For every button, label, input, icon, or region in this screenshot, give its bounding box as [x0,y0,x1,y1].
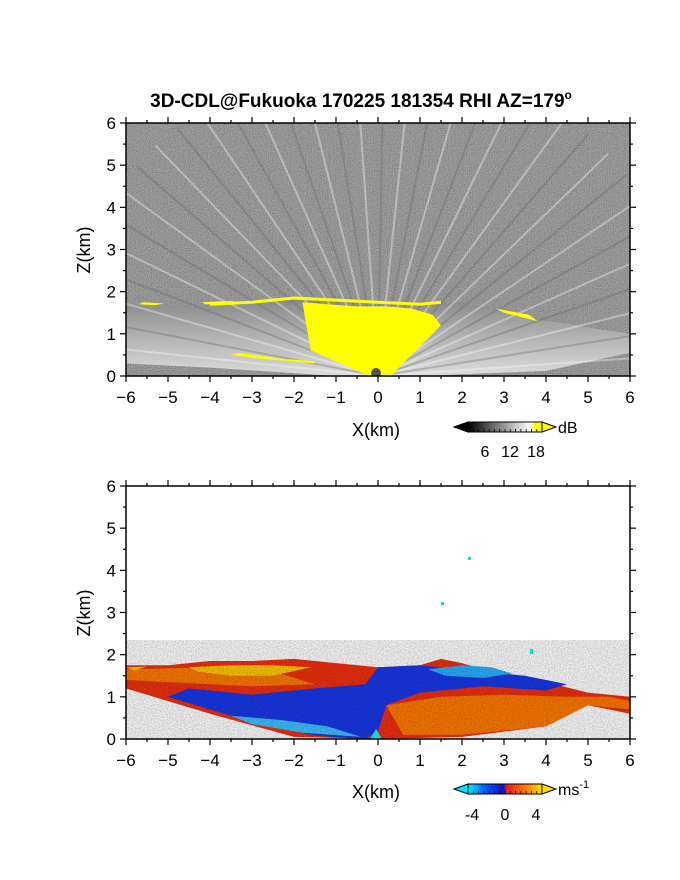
isolated-echo-3 [530,649,533,654]
x-tick-label: 4 [541,751,550,770]
x-tick-label: −5 [158,751,177,770]
x-tick-label: 3 [499,751,508,770]
x-axis-label: X(km) [352,782,400,802]
isolated-echo-2 [441,602,444,605]
x-tick-label: −2 [284,751,303,770]
echo-ray [377,335,630,376]
x-axis-ticks: −6 −5 −4 −3 −2 −1 0 1 2 3 4 5 6 [116,480,635,770]
colorbar-right-arrow [541,783,558,795]
lidar-site-marker [370,729,382,739]
x-tick-label: −1 [326,751,345,770]
colorbar-left-arrow [452,421,469,433]
reflectivity-colorbar: dB 6 12 18 [452,420,578,461]
echo-ray [377,357,630,376]
y-tick-label: 0 [107,730,116,749]
y-tick-label: 6 [107,477,116,496]
figure-title: 3D-CDL@Fukuoka 170225 181354 RHI AZ=179o [150,88,572,112]
y-tick-label: 3 [107,604,116,623]
echo-ray [126,302,379,376]
echo-grain [126,640,630,739]
y-tick-label: 6 [107,114,116,133]
x-tick-label: 2 [457,388,466,407]
x-tick-label: 1 [415,751,424,770]
velocity-colorbar: ms-1 -4 0 4 [452,779,589,824]
x-tick-label: 6 [625,751,634,770]
y-tick-label: 3 [107,241,116,260]
x-tick-label: −5 [158,388,177,407]
colorbar-tick-12: 12 [501,444,519,461]
x-axis-ticks: −6 −5 −4 −3 −2 −1 0 1 2 3 4 5 6 [116,117,635,407]
colorbar-unit: ms-1 [558,779,589,799]
y-tick-label: 0 [107,367,116,386]
echo-ray [377,288,630,376]
y-tick-label: 4 [107,561,116,580]
x-tick-label: −3 [242,751,261,770]
x-tick-label: −1 [326,388,345,407]
x-tick-label: −2 [284,388,303,407]
x-tick-label: 5 [583,751,592,770]
x-tick-label: −4 [200,751,219,770]
degree-superscript: o [565,88,572,102]
lidar-site-marker [371,368,381,376]
colorbar-tick-minus4: -4 [465,807,479,824]
isolated-echo-1 [468,557,471,560]
cloud-top-fringe [209,296,442,306]
y-axis-label: Z(km) [74,590,94,637]
echo-ray [126,348,379,376]
echo-ray [377,204,630,376]
y-tick-label: 1 [107,325,116,344]
y-tick-label: 5 [107,156,116,175]
echo-ray [377,262,630,376]
x-tick-label: 5 [583,388,592,407]
x-tick-label: 6 [625,388,634,407]
echo-ray [377,235,630,376]
colorbar-minor-ticks [467,429,543,432]
x-tick-label: −3 [242,388,261,407]
colorbar-right-arrow [541,421,558,433]
y-tick-label: 2 [107,646,116,665]
colorbar-left-arrow [452,783,469,795]
y-axis-label: Z(km) [74,227,94,274]
y-tick-label: 1 [107,688,116,707]
echo-ray [377,312,630,376]
colorbar-tick-4: 4 [532,807,541,824]
x-tick-label: 1 [415,388,424,407]
colorbar-tick-0: 0 [501,807,510,824]
y-axis-ticks: 0 1 2 3 4 5 6 [107,114,636,386]
y-axis-ticks: 0 1 2 3 4 5 6 [107,477,636,749]
y-tick-label: 2 [107,283,116,302]
colorbar-minor-ticks [467,791,543,794]
x-tick-label: 3 [499,388,508,407]
colorbar-tick-18: 18 [527,444,545,461]
x-tick-label: 0 [373,751,382,770]
x-tick-label: 4 [541,388,550,407]
x-tick-label: −6 [116,751,135,770]
colorbar-unit: dB [558,420,578,437]
colorbar-tick-6: 6 [481,444,490,461]
x-tick-label: −6 [116,388,135,407]
echo-ray [126,325,379,376]
x-axis-label: X(km) [352,420,400,440]
y-tick-label: 5 [107,519,116,538]
x-tick-label: −4 [200,388,219,407]
x-tick-label: 0 [373,388,382,407]
strong-echo-region [138,300,538,376]
x-tick-label: 2 [457,751,466,770]
y-tick-label: 4 [107,198,116,217]
